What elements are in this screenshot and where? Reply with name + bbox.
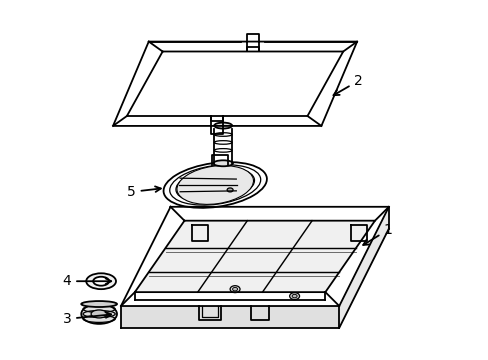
Ellipse shape <box>289 293 299 300</box>
Ellipse shape <box>232 287 237 291</box>
Ellipse shape <box>213 160 232 166</box>
Ellipse shape <box>226 188 233 192</box>
Polygon shape <box>135 221 374 292</box>
Ellipse shape <box>291 294 297 298</box>
Text: 5: 5 <box>127 185 161 199</box>
Text: 1: 1 <box>363 222 392 245</box>
Polygon shape <box>121 306 339 328</box>
Ellipse shape <box>214 123 232 129</box>
Ellipse shape <box>93 277 109 286</box>
Text: 4: 4 <box>62 274 111 288</box>
Ellipse shape <box>91 310 107 318</box>
Ellipse shape <box>177 166 253 204</box>
Text: 2: 2 <box>333 74 362 95</box>
Polygon shape <box>339 207 388 328</box>
Ellipse shape <box>81 301 117 307</box>
Ellipse shape <box>81 304 117 324</box>
Ellipse shape <box>230 286 240 293</box>
Text: 3: 3 <box>62 312 111 326</box>
Ellipse shape <box>86 273 116 289</box>
